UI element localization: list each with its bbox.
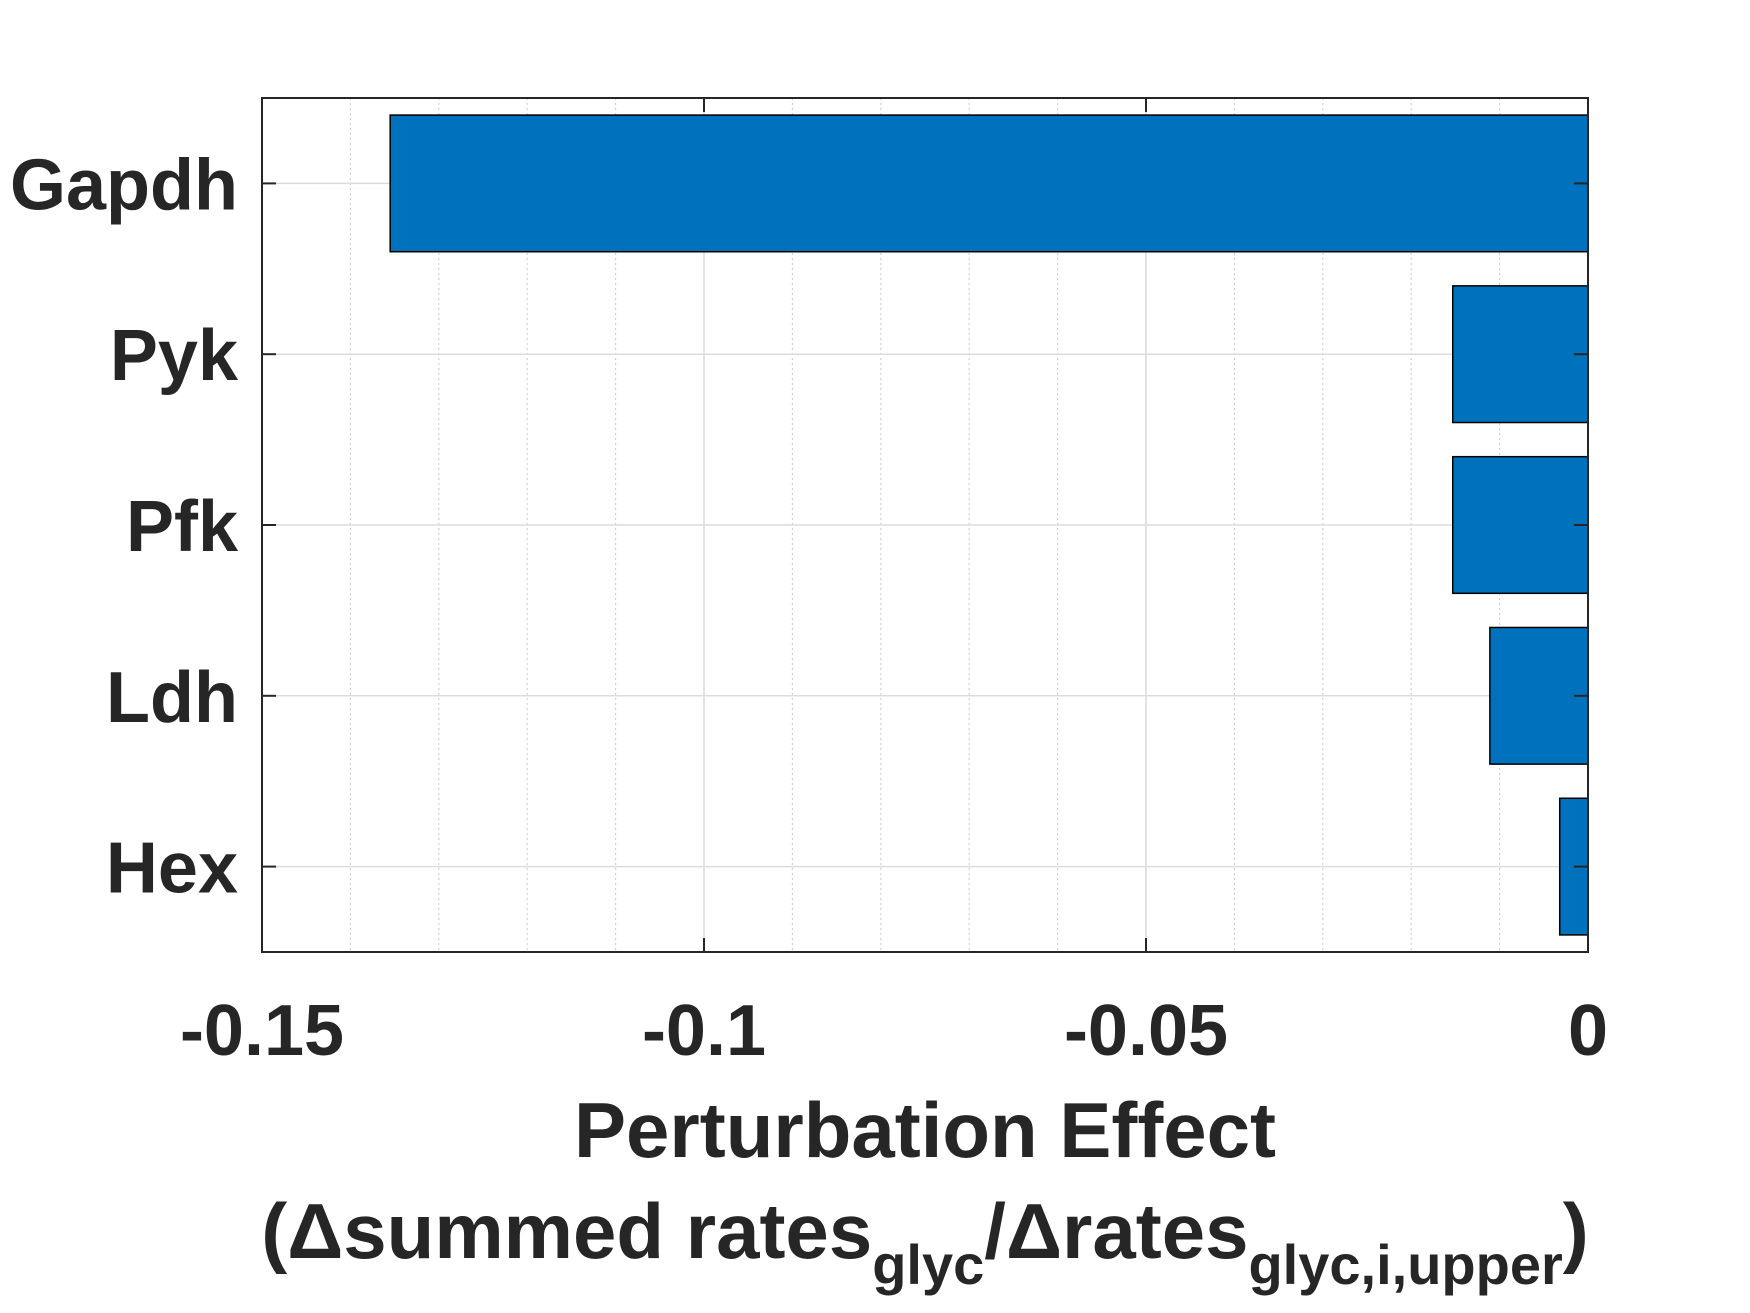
- bars: [389, 114, 1589, 936]
- x-axis-label-slash: /: [984, 1187, 1006, 1275]
- x-axis-label-line1: Perturbation Effect: [574, 1086, 1276, 1174]
- x-axis-label-open-paren: (: [261, 1187, 287, 1275]
- y-tick-label-ldh: Ldh: [106, 658, 238, 738]
- y-tick-label-pfk: Pfk: [126, 487, 239, 567]
- x-axis-label-summed-rates: summed rates: [343, 1187, 872, 1275]
- y-tick-label-gapdh: Gapdh: [10, 145, 238, 225]
- x-tick-label: -0.15: [180, 991, 344, 1071]
- x-axis-label-close-paren: ): [1563, 1187, 1589, 1275]
- bar-gapdh: [389, 114, 1589, 253]
- x-tick-label: 0: [1568, 991, 1608, 1071]
- x-axis-label-line2: (Δsummed ratesglyc/Δratesglyc,i,upper): [261, 1187, 1589, 1296]
- delta-symbol: Δ: [1006, 1187, 1062, 1275]
- delta-symbol: Δ: [287, 1187, 343, 1275]
- y-tick-label-hex: Hex: [106, 829, 238, 909]
- x-tick-label: -0.1: [642, 991, 766, 1071]
- x-tick-label: -0.05: [1064, 991, 1228, 1071]
- x-axis-label-subscript-glyc: glyc: [872, 1233, 984, 1296]
- bar-ldh: [1489, 626, 1589, 765]
- y-tick-labels: Gapdh Pyk Pfk Ldh Hex: [10, 145, 239, 908]
- tick-marks: [261, 98, 1589, 952]
- bar-pyk: [1451, 285, 1589, 424]
- y-tick-label-pyk: Pyk: [110, 316, 239, 396]
- x-axis-label-rates: rates: [1062, 1187, 1248, 1275]
- x-tick-labels: -0.15 -0.1 -0.05 0: [180, 991, 1608, 1071]
- x-axis-label-subscript-glyc-i-upper: glyc,i,upper: [1248, 1233, 1562, 1296]
- bar-pfk: [1451, 455, 1589, 595]
